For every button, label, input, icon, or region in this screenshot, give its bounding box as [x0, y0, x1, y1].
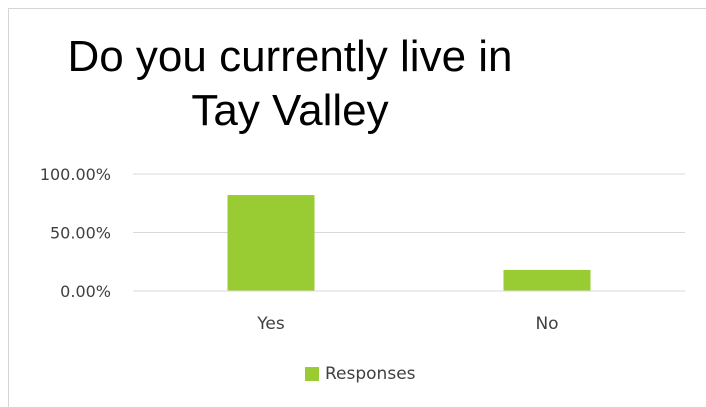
x-category-label-yes: Yes: [256, 314, 285, 334]
chart-title-line-2: Tay Valley: [191, 86, 389, 135]
y-tick-label-2: 100.00%: [40, 165, 111, 184]
y-tick-label-1: 50.00%: [50, 224, 111, 243]
chart-frame: [8, 8, 706, 407]
bar-yes: [227, 195, 315, 291]
chart-title-line-1: Do you currently live in: [67, 32, 513, 81]
chart-title: Do you currently live in Tay Valley: [30, 30, 550, 138]
chart-legend: Responses: [305, 364, 416, 384]
x-category-label-no: No: [535, 314, 558, 334]
y-tick-label-0: 0.00%: [60, 282, 111, 301]
legend-swatch-responses: [305, 367, 319, 381]
bar-no: [503, 269, 591, 291]
legend-label-responses: Responses: [325, 364, 416, 384]
